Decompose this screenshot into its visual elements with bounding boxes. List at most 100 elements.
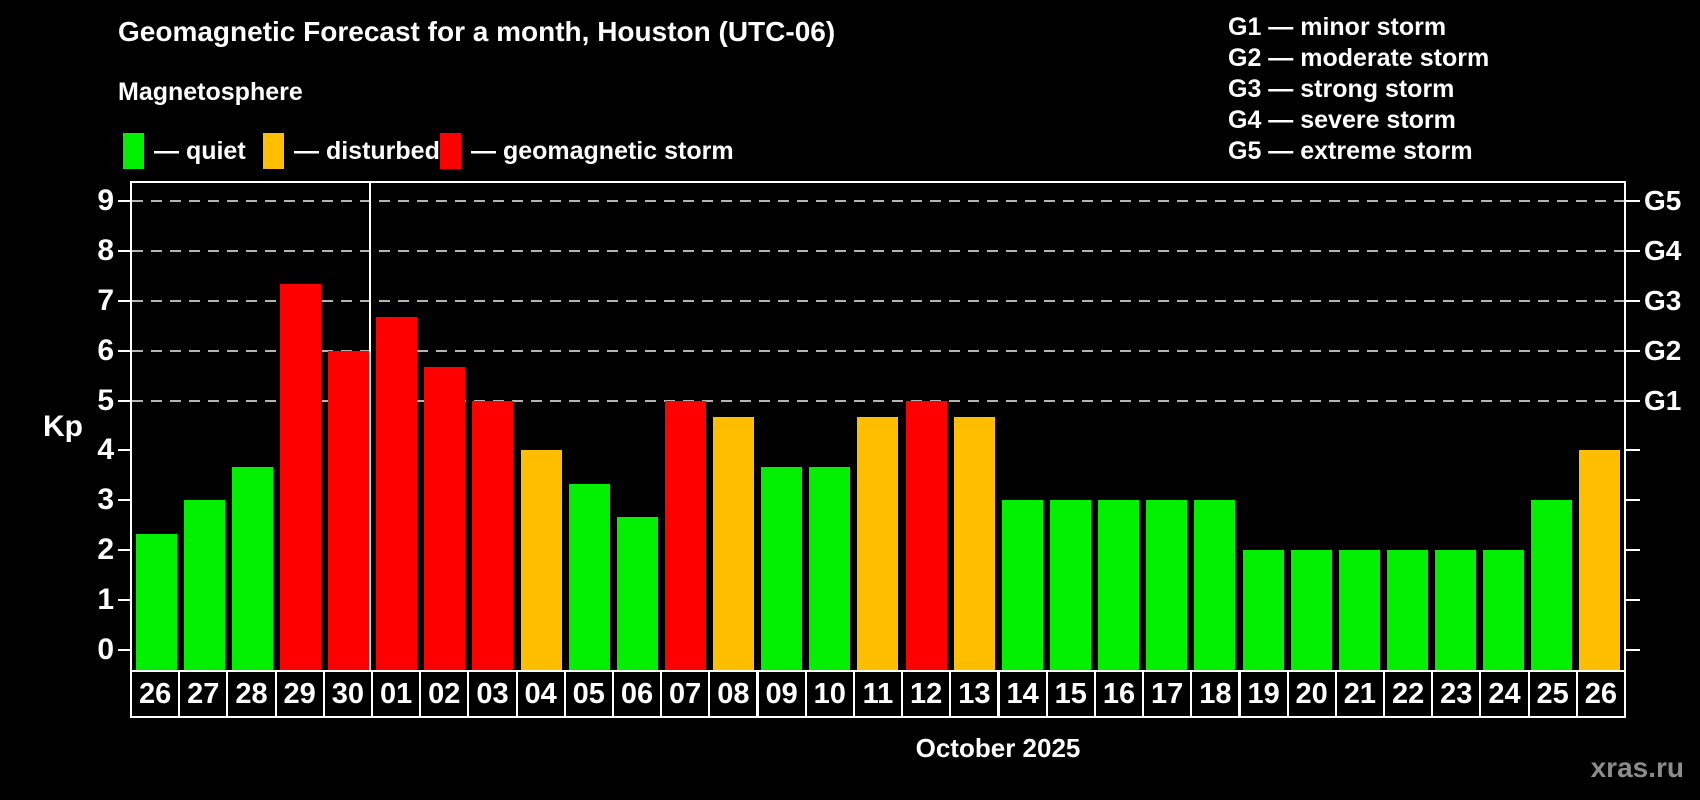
y-tick-left	[118, 199, 132, 202]
y-tick-label: 9	[97, 183, 114, 217]
day-label-box: 06	[611, 670, 663, 718]
y-tick-label: 1	[97, 583, 114, 617]
day-label-box: 04	[515, 670, 566, 718]
g-scale-legend: G1 — minor storm G2 — moderate storm G3 — …	[1228, 12, 1489, 167]
day-label-box: 16	[1093, 670, 1145, 718]
bar-day-14	[1001, 500, 1043, 670]
bar-day-17	[1146, 500, 1188, 670]
bar-day-24	[1483, 550, 1525, 670]
page-title: Geomagnetic Forecast for a month, Housto…	[118, 16, 836, 47]
g-scale-label-G2: G2	[1644, 334, 1682, 366]
bar-day-05	[568, 483, 610, 670]
y-tick-right	[1626, 449, 1640, 452]
axis-left	[130, 181, 132, 670]
bar-day-27	[183, 500, 225, 670]
bar-day-02	[424, 367, 466, 670]
bar-day-26	[1579, 450, 1621, 670]
y-tick-left	[118, 399, 132, 402]
day-label-box: 29	[274, 670, 325, 718]
gridline-G1	[132, 399, 1624, 402]
day-label-box: 21	[1334, 670, 1385, 718]
bar-day-18	[1194, 500, 1236, 670]
y-tick-right	[1626, 399, 1640, 402]
legend-label-disturbed: — disturbed	[294, 136, 440, 165]
watermark: xras.ru	[1590, 752, 1684, 783]
y-axis-title: Kp	[43, 410, 83, 443]
bar-day-03	[472, 400, 514, 670]
day-label-box: 22	[1383, 670, 1434, 718]
g-scale-label-G4: G4	[1644, 234, 1682, 266]
y-tick-left	[118, 349, 132, 352]
day-label-box: 24	[1479, 670, 1530, 718]
legend-label-storm: — geomagnetic storm	[471, 136, 734, 165]
gridline-G5	[132, 199, 1624, 202]
day-label-box: 23	[1431, 670, 1482, 718]
day-label-box: 07	[660, 670, 711, 718]
bar-day-10	[809, 466, 851, 670]
day-label-box: 09	[756, 670, 807, 718]
day-label-box: 14	[997, 670, 1048, 718]
legend-item-disturbed: — disturbed	[263, 132, 440, 170]
x-axis-title: October 2025	[915, 733, 1081, 763]
g-scale-label-G1: G1	[1644, 384, 1682, 416]
y-tick-label: 5	[97, 383, 114, 417]
y-tick-left	[118, 499, 132, 502]
g-legend-line: G3 — strong storm	[1228, 75, 1455, 103]
g-legend-line: G2 — moderate storm	[1228, 44, 1490, 72]
y-tick-right	[1626, 349, 1640, 352]
day-label-box: 20	[1286, 670, 1337, 718]
bar-day-12	[905, 400, 947, 670]
y-tick-label: 2	[97, 533, 114, 567]
gridline-G2	[132, 349, 1624, 352]
day-label-box: 13	[949, 670, 1000, 718]
bar-day-19	[1242, 550, 1284, 670]
bar-day-13	[953, 417, 995, 670]
day-label-box: 25	[1527, 670, 1578, 718]
y-tick-right	[1626, 299, 1640, 302]
axis-right	[1624, 181, 1626, 670]
bar-day-30	[328, 350, 370, 670]
g-legend-line: G1 — minor storm	[1228, 13, 1447, 41]
bar-day-07	[664, 400, 706, 670]
day-label-box: 15	[1045, 670, 1096, 718]
day-label-box: 10	[804, 670, 855, 718]
quiet-color-swatch	[123, 133, 144, 169]
day-label-box: 27	[178, 670, 229, 718]
g-legend-line: G5 — extreme storm	[1228, 137, 1473, 165]
day-label-box: 19	[1238, 670, 1289, 718]
day-label-box: 18	[1190, 670, 1241, 718]
y-tick-right	[1626, 649, 1640, 651]
legend-item-quiet: — quiet	[123, 132, 246, 170]
disturbed-color-swatch	[263, 133, 284, 169]
gridline-G3	[132, 299, 1624, 302]
y-tick-left	[118, 549, 132, 552]
y-tick-right	[1626, 549, 1640, 552]
g-scale-label-G5: G5	[1644, 184, 1682, 216]
y-tick-left	[118, 649, 132, 651]
month-separator-line	[368, 181, 371, 670]
bar-day-22	[1386, 550, 1428, 670]
y-tick-label: 4	[97, 433, 114, 467]
gridline-G4	[132, 249, 1624, 252]
day-label-box: 03	[467, 670, 518, 718]
y-tick-right	[1626, 499, 1640, 502]
bar-day-16	[1098, 500, 1140, 670]
bar-day-04	[520, 450, 562, 670]
day-label-box: 30	[322, 670, 373, 718]
day-label-box: 26	[1575, 670, 1626, 718]
bar-day-25	[1531, 500, 1573, 670]
bar-day-01	[376, 317, 418, 670]
storm-color-swatch	[440, 133, 461, 169]
y-tick-left	[118, 249, 132, 252]
day-label-box: 01	[371, 670, 422, 718]
day-label-box: 05	[563, 670, 614, 718]
bar-day-20	[1290, 550, 1332, 670]
day-label-box: 17	[1142, 670, 1193, 718]
legend-item-storm: — geomagnetic storm	[440, 132, 734, 170]
bar-day-09	[761, 466, 803, 670]
g-legend-line: G4 — severe storm	[1228, 106, 1456, 134]
y-tick-left	[118, 599, 132, 602]
axis-top	[130, 181, 1626, 183]
chart-subtitle: Magnetosphere	[118, 78, 303, 106]
